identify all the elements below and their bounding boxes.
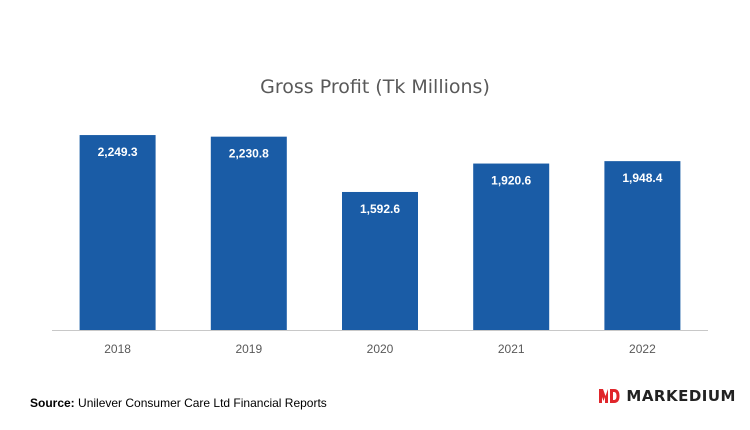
chart-title: Gross Profit (Tk Millions) xyxy=(260,76,490,98)
brand-name: MARKEDIUM xyxy=(626,387,736,405)
bar-2021 xyxy=(473,163,550,330)
bars-layer xyxy=(79,135,681,330)
data-label-2022: 1,948.4 xyxy=(622,171,662,185)
markedium-logo-icon xyxy=(599,389,620,403)
source-note: Source: Unilever Consumer Care Ltd Finan… xyxy=(30,396,327,410)
bar-2020 xyxy=(342,191,418,330)
source-label: Source: xyxy=(30,396,75,410)
x-tick-label-2019: 2019 xyxy=(235,342,262,356)
data-label-2021: 1,920.6 xyxy=(491,174,531,188)
brand-logo: MARKEDIUM xyxy=(598,387,736,405)
data-label-2019: 2,230.8 xyxy=(229,147,269,161)
data-label-2020: 1,592.6 xyxy=(360,202,400,216)
x-tick-label-2020: 2020 xyxy=(367,342,394,356)
x-tick-label-2018: 2018 xyxy=(104,342,131,356)
x-tick-label-2022: 2022 xyxy=(629,342,656,356)
bar-2018 xyxy=(79,135,156,330)
bar-2019 xyxy=(210,136,287,330)
data-label-2018: 2,249.3 xyxy=(98,145,138,159)
labels-layer: 2,249.3 2018 2,230.8 2019 1,592.6 2020 1,920.6… xyxy=(98,145,663,356)
source-text: Unilever Consumer Care Ltd Financial Rep… xyxy=(78,396,327,410)
bar-2022 xyxy=(604,161,681,330)
x-tick-label-2021: 2021 xyxy=(498,342,525,356)
